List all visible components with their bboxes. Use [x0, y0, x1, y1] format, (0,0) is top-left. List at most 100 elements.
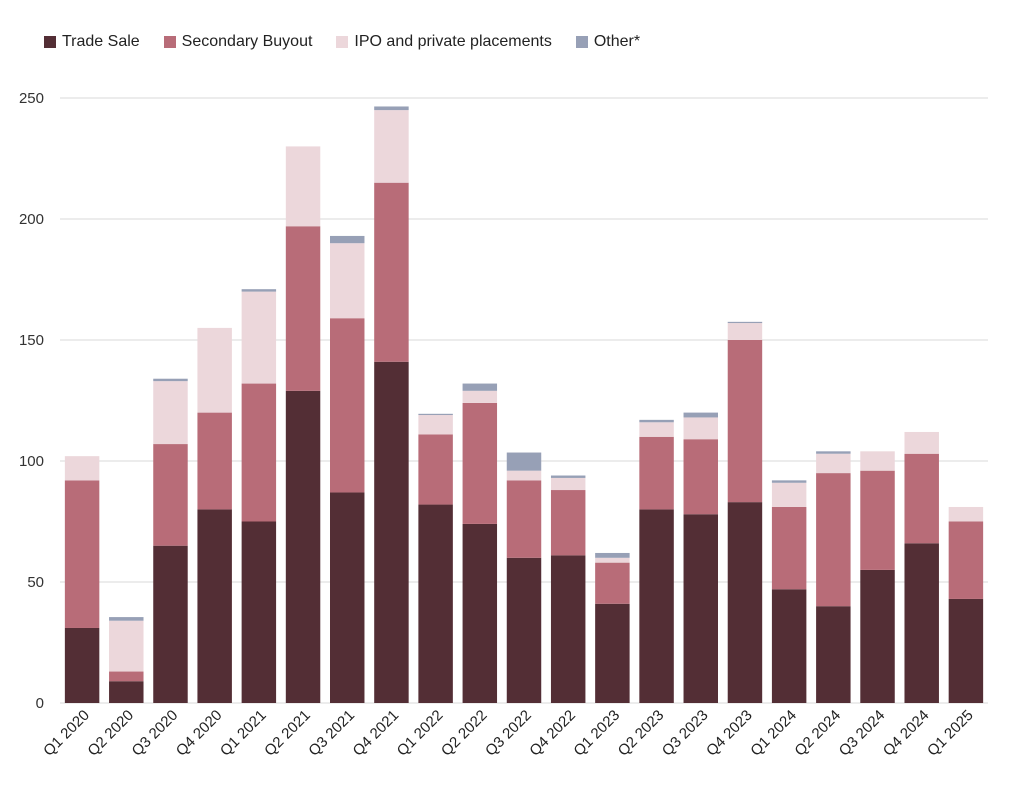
bar-segment: [639, 509, 674, 703]
bar-segment: [948, 521, 984, 599]
bar-segment: [771, 480, 807, 483]
bar-segment: [904, 431, 939, 454]
y-tick-label: 200: [19, 211, 44, 228]
bar-segment: [550, 490, 586, 556]
bar-segment: [418, 504, 453, 703]
bar-segment: [816, 473, 851, 607]
x-tick-label: Q3 2021: [305, 707, 358, 760]
legend-swatch: [575, 36, 588, 48]
bar-segment: [639, 436, 674, 510]
bar-segment: [860, 451, 895, 471]
legend-swatch: [44, 36, 56, 48]
y-tick-label: 50: [27, 574, 44, 591]
bar-segment: [109, 671, 144, 682]
bar-segment: [241, 289, 277, 292]
x-tick-label: Q3 2020: [129, 707, 182, 760]
bar-segment: [727, 502, 763, 703]
y-tick-label: 150: [19, 332, 44, 349]
bar-segment: [109, 617, 144, 621]
bar-segment: [462, 523, 498, 703]
bar-segment: [948, 598, 984, 703]
x-tick-label: Q1 2025: [924, 707, 977, 760]
bar-segment: [506, 470, 542, 481]
x-tick-label: Q3 2022: [482, 707, 535, 760]
bar-segment: [418, 415, 453, 435]
bar-segment: [374, 110, 409, 183]
bar-segment: [639, 422, 674, 437]
bar-segment: [683, 514, 718, 703]
x-tick-label: Q2 2020: [84, 707, 137, 760]
bar-segment: [109, 620, 144, 672]
bar-segment: [153, 378, 188, 382]
y-tick-label: 250: [19, 90, 44, 107]
x-tick-label: Q2 2023: [615, 707, 668, 760]
bar-segment: [64, 627, 100, 703]
x-tick-label: Q4 2022: [526, 707, 579, 760]
bar-segment: [904, 453, 939, 544]
x-tick-label: Q2 2022: [438, 707, 491, 760]
bar-segment: [904, 543, 939, 703]
x-tick-label: Q1 2024: [747, 707, 800, 760]
legend: Trade Sale Secondary Buyout IPO and privat…: [44, 33, 640, 51]
bar-segment: [816, 451, 851, 454]
x-tick-label: Q1 2023: [570, 707, 623, 760]
bar-segment: [241, 521, 277, 703]
legend-item-1: Secondary Buyout: [163, 33, 313, 51]
bar-segment: [595, 562, 630, 604]
bar-segment: [948, 506, 984, 522]
bar-segment: [462, 402, 498, 524]
bar-segment: [241, 291, 277, 384]
legend-item-2: IPO and private placements: [336, 33, 552, 51]
bar-segment: [860, 569, 895, 703]
bar-segment: [64, 480, 100, 628]
x-tick-label: Q1 2022: [394, 707, 447, 760]
x-tick-label: Q1 2021: [217, 707, 270, 760]
x-tick-label: Q2 2021: [261, 707, 314, 760]
x-tick-label: Q2 2024: [791, 707, 844, 760]
bar-segment: [683, 417, 718, 440]
x-tick-label: Q3 2024: [836, 707, 889, 760]
legend-label: Other*: [593, 33, 641, 50]
bar-segment: [374, 106, 409, 111]
bar-segment: [153, 545, 188, 703]
bar-segment: [506, 557, 542, 703]
bar-segment: [330, 243, 365, 319]
bar-segment: [374, 361, 409, 703]
bar-segment: [197, 509, 232, 703]
bar-segment: [683, 439, 718, 515]
bar-segment: [771, 506, 807, 590]
bar-segment: [285, 226, 321, 391]
bar-segment: [109, 681, 144, 703]
x-tick-label: Q1 2020: [40, 707, 93, 760]
bar-segment: [197, 327, 232, 413]
legend-item-3: Other*: [575, 33, 641, 51]
bar-segment: [727, 340, 763, 503]
bar-segment: [506, 480, 542, 558]
y-tick-label: 0: [36, 695, 44, 712]
bar-segment: [550, 477, 586, 491]
x-tick-label: Q4 2020: [173, 707, 226, 760]
x-tick-label: Q3 2023: [659, 707, 712, 760]
bar-segment: [330, 318, 365, 493]
legend-label: Secondary Buyout: [181, 33, 313, 50]
bar-segment: [374, 182, 409, 362]
bar-segment: [153, 381, 188, 445]
bar-segment: [330, 492, 365, 703]
bar-segment: [506, 452, 542, 471]
bar-segment: [771, 589, 807, 703]
bar-segment: [816, 606, 851, 703]
legend-item-0: Trade Sale: [44, 33, 140, 51]
bar-segment: [153, 444, 188, 546]
x-tick-label: Q4 2023: [703, 707, 756, 760]
bar-segment: [595, 557, 630, 563]
bar-segment: [330, 235, 365, 244]
bar-segment: [418, 413, 453, 416]
legend-label: IPO and private placements: [354, 33, 552, 50]
bar-segment: [727, 321, 763, 324]
bar-segment: [595, 603, 630, 703]
legend-swatch: [336, 36, 349, 48]
bar-segment: [771, 482, 807, 507]
bar-segment: [462, 390, 498, 403]
